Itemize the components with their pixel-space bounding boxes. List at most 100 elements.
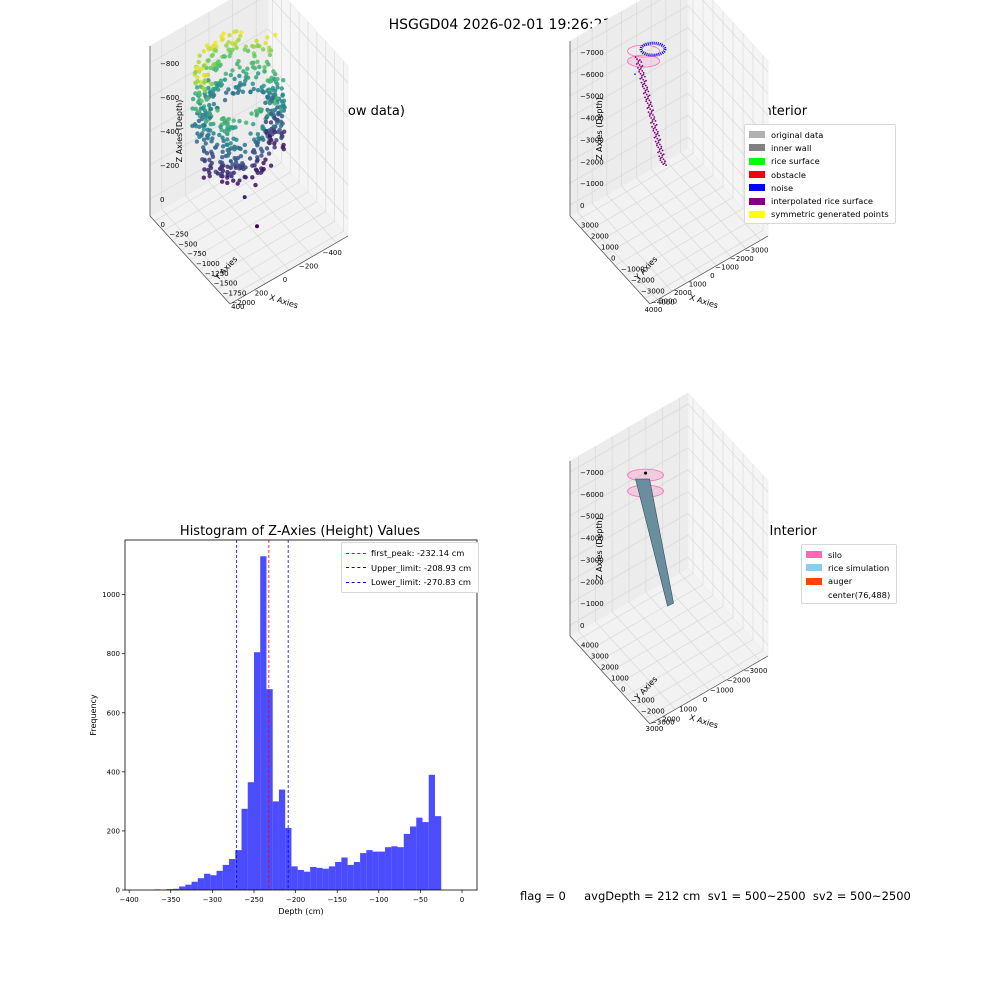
gridline-z — [569, 447, 689, 516]
interpolated-point — [648, 94, 651, 97]
y-tick-label: 4000 — [581, 642, 599, 650]
interpolated-point — [661, 156, 663, 159]
gridline-x — [621, 186, 702, 275]
histogram-bar — [360, 853, 367, 890]
data-point — [209, 53, 215, 59]
data-point — [260, 126, 265, 131]
data-point — [203, 141, 208, 146]
interpolated-point — [649, 113, 651, 115]
data-point — [199, 116, 205, 122]
data-point — [203, 73, 209, 78]
data-point — [243, 165, 248, 170]
y-tick-label: 1000 — [611, 675, 629, 683]
data-point — [225, 175, 230, 180]
interpolated-point — [657, 139, 660, 142]
gridline-x — [645, 592, 727, 681]
gridline-z — [702, 0, 769, 73]
data-point — [281, 142, 286, 148]
data-point — [240, 89, 246, 95]
data-point — [201, 49, 207, 54]
interpolated-point — [659, 143, 661, 146]
gridline-x — [665, 160, 747, 249]
interpolated-point — [659, 138, 662, 141]
data-point — [235, 90, 241, 95]
y-tick-label: 0 — [621, 686, 625, 694]
gridline-y — [594, 595, 714, 664]
x-axis-label: X Axies — [268, 293, 299, 310]
data-point — [245, 66, 250, 71]
histogram-bar — [434, 816, 442, 890]
interpolated-point — [639, 67, 642, 70]
data-point — [268, 48, 274, 53]
data-point — [194, 65, 199, 71]
interpolated-point — [656, 130, 659, 133]
interpolated-point — [644, 84, 647, 87]
data-point — [193, 70, 198, 75]
data-point — [250, 81, 255, 86]
data-point — [253, 167, 259, 172]
z-tick-label: −4000 — [580, 115, 604, 123]
data-point — [208, 46, 214, 52]
data-point — [255, 132, 261, 137]
data-point — [208, 106, 214, 112]
interpolated-point — [646, 86, 649, 89]
data-point — [245, 48, 251, 54]
data-point — [263, 100, 268, 105]
x-axis-line — [229, 235, 349, 305]
data-point — [220, 155, 225, 160]
interpolated-point — [644, 91, 647, 94]
data-point — [276, 112, 281, 117]
gridline-z — [267, 28, 349, 118]
gridline-y — [574, 153, 694, 222]
data-point — [251, 86, 257, 92]
x-tick-label: −150 — [328, 896, 347, 904]
data-point — [254, 113, 259, 118]
interpolated-point — [654, 140, 657, 143]
y-tick-label: 0 — [160, 221, 164, 229]
x-tick-label: −3000 — [744, 667, 768, 675]
data-point — [197, 53, 202, 58]
gridline-y — [574, 573, 694, 642]
data-point — [258, 146, 264, 152]
gridline-x — [662, 582, 743, 671]
interpolated-point — [640, 66, 642, 68]
data-point — [196, 99, 201, 105]
data-point — [230, 68, 235, 73]
legend-entry-upper-limit: Upper_limit: -208.93 cm — [346, 561, 474, 576]
z-tick-label: −2000 — [580, 578, 604, 586]
gridline-y — [584, 164, 704, 233]
histogram-bar — [341, 857, 348, 890]
data-point — [259, 107, 264, 112]
interpolated-point — [648, 104, 650, 107]
data-point — [215, 142, 220, 148]
histogram-bar — [297, 869, 304, 890]
histogram-bar — [328, 866, 336, 890]
data-point — [201, 80, 207, 85]
interpolated-point — [642, 71, 645, 74]
data-point — [267, 91, 272, 96]
data-point — [264, 146, 270, 151]
gridline-z — [569, 513, 689, 582]
interpolated-point — [665, 164, 668, 167]
y-tick-label: 600 — [107, 709, 120, 717]
interpolated-point — [642, 83, 644, 86]
legend-entry-rice-simulation: rice simulation — [806, 561, 892, 574]
z-axis-label: Z Axies (Depth) — [595, 97, 604, 160]
data-point — [249, 60, 254, 66]
outlier-point — [237, 178, 242, 183]
data-point — [260, 88, 265, 94]
data-point — [255, 157, 260, 163]
gridline-y — [207, 211, 326, 280]
interpolated-point — [646, 107, 649, 110]
data-point — [263, 40, 268, 46]
interpolated-point — [640, 81, 643, 84]
data-point — [232, 144, 237, 150]
interpolated-point — [640, 76, 643, 79]
data-point — [209, 82, 214, 87]
data-point — [206, 58, 211, 63]
data-point — [235, 61, 240, 67]
data-point — [205, 96, 210, 101]
x-axis-line — [649, 235, 769, 305]
x-tick-label: −3000 — [745, 246, 769, 254]
data-point — [243, 149, 248, 155]
